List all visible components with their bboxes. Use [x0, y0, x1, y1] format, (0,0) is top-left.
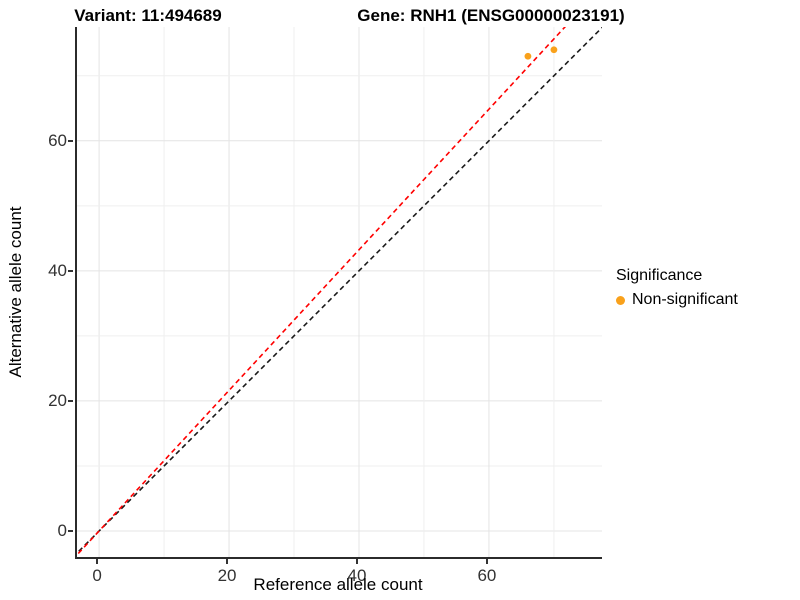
legend: Significance Non-significant: [616, 267, 738, 309]
y-tick-mark: [68, 140, 73, 142]
variant-title: Variant: 11:494689: [74, 6, 222, 25]
orange-point-icon: [616, 295, 625, 305]
plot-panel: [75, 27, 602, 559]
x-tick-mark: [356, 559, 358, 564]
legend-item-non-significant: Non-significant: [616, 291, 738, 309]
identity-line: [77, 27, 602, 555]
scatter-plot-canvas: [77, 27, 602, 557]
y-axis-title: Alternative allele count: [6, 206, 25, 378]
data-point: [524, 52, 532, 60]
x-tick-label: 20: [217, 566, 237, 585]
x-axis-title: Reference allele count: [253, 575, 423, 594]
x-tick-mark: [486, 559, 488, 564]
y-tick-mark: [68, 400, 73, 402]
y-tick-mark: [68, 530, 73, 532]
x-tick-label: 60: [477, 566, 497, 585]
legend-item-label: Non-significant: [632, 291, 738, 308]
y-tick-mark: [68, 270, 73, 272]
x-tick-mark: [226, 559, 228, 564]
gene-title: Gene: RNH1 (ENSG00000023191): [357, 6, 625, 25]
legend-title: Significance: [616, 267, 703, 284]
y-tick-label: 60: [48, 130, 67, 150]
allelic-ratio-line: [77, 27, 567, 557]
y-tick-label: 0: [57, 520, 67, 540]
y-tick-label: 20: [48, 390, 67, 410]
x-tick-label: 0: [92, 566, 102, 585]
x-tick-label: 40: [347, 566, 367, 585]
x-tick-mark: [96, 559, 98, 564]
data-point: [550, 46, 558, 54]
y-tick-label: 40: [48, 260, 67, 280]
